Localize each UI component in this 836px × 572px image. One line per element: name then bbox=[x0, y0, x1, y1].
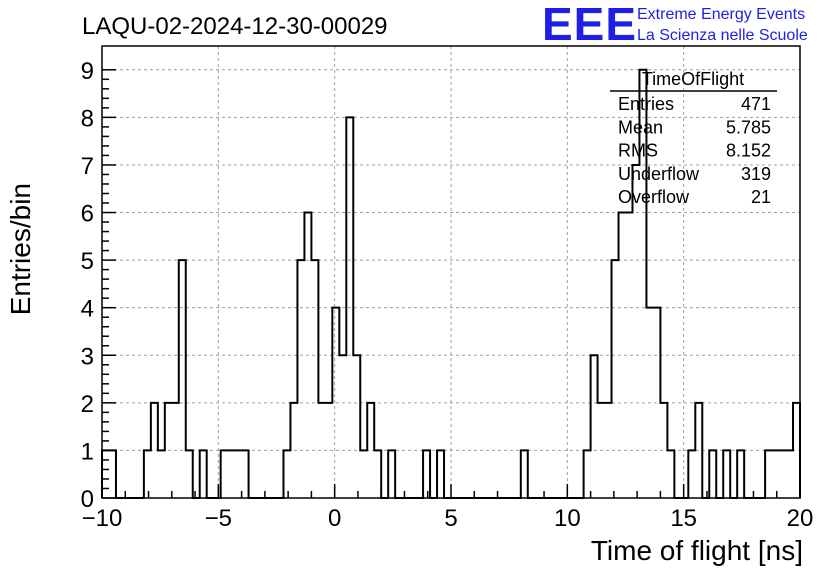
stats-value: 8.152 bbox=[726, 141, 771, 161]
y-tick-label: 0 bbox=[81, 486, 94, 513]
stats-label: Overflow bbox=[618, 187, 690, 207]
eee-logo-line2: La Scienza nelle Scuole bbox=[637, 27, 808, 44]
y-tick-label: 8 bbox=[81, 105, 94, 132]
eee-logo-line1: Extreme Energy Events bbox=[637, 6, 805, 23]
y-tick-label: 5 bbox=[81, 248, 94, 275]
y-tick-label: 2 bbox=[81, 391, 94, 418]
stats-box: TimeOfFlight Entries 471 Mean 5.785 RMS 8.152… bbox=[610, 69, 777, 207]
axis-ticks bbox=[101, 69, 801, 499]
x-tick-label: −10 bbox=[82, 505, 123, 532]
stats-value: 471 bbox=[741, 94, 771, 114]
x-tick-label: 15 bbox=[670, 505, 697, 532]
grid-lines bbox=[102, 46, 800, 498]
stats-label: Underflow bbox=[618, 164, 700, 184]
stats-label: Mean bbox=[618, 117, 663, 137]
x-tick-label: 5 bbox=[444, 505, 457, 532]
y-tick-label: 3 bbox=[81, 343, 94, 370]
x-axis-label: Time of flight [ns] bbox=[591, 535, 803, 566]
stats-label: Entries bbox=[618, 94, 674, 114]
eee-logo: EEE Extreme Energy Events La Scienza nel… bbox=[542, 0, 808, 50]
y-axis-label: Entries/bin bbox=[5, 183, 36, 315]
stats-value: 319 bbox=[741, 164, 771, 184]
x-tick-label: −5 bbox=[205, 505, 232, 532]
chart-title: LAQU-02-2024-12-30-00029 bbox=[82, 13, 388, 40]
y-tick-labels: 0 1 2 3 4 5 6 7 8 9 bbox=[81, 58, 94, 513]
stats-title: TimeOfFlight bbox=[642, 69, 744, 89]
y-tick-label: 7 bbox=[81, 153, 94, 180]
x-tick-label: 10 bbox=[554, 505, 581, 532]
x-tick-label: 0 bbox=[328, 505, 341, 532]
y-tick-label: 4 bbox=[81, 296, 94, 323]
y-tick-label: 9 bbox=[81, 58, 94, 85]
eee-logo-mark: EEE bbox=[542, 0, 637, 50]
x-tick-labels: −10 −5 0 5 10 15 20 bbox=[82, 505, 814, 532]
stats-label: RMS bbox=[618, 141, 658, 161]
y-tick-label: 6 bbox=[81, 201, 94, 228]
x-tick-label: 20 bbox=[787, 505, 814, 532]
stats-value: 5.785 bbox=[726, 117, 771, 137]
y-tick-label: 1 bbox=[81, 438, 94, 465]
histogram-outline bbox=[101, 68, 801, 499]
stats-value: 21 bbox=[751, 187, 771, 207]
